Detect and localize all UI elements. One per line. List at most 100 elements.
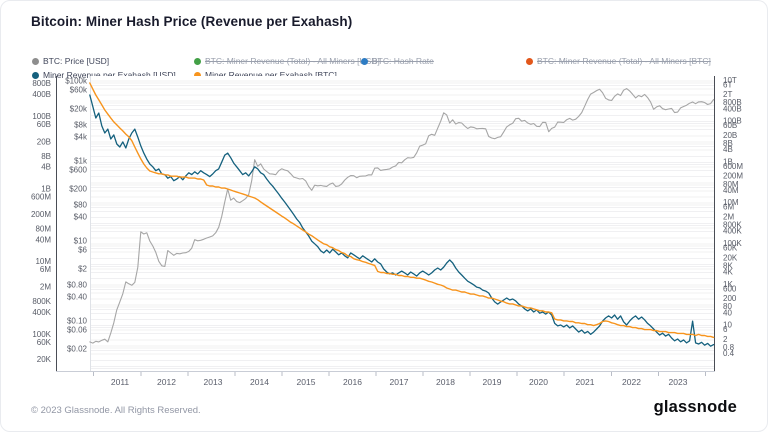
y-tick-label: 2 <box>723 335 728 344</box>
x-tick-label: 2018 <box>436 377 455 387</box>
legend-label: Miner Revenue per Exahash [BTC] <box>205 70 337 80</box>
legend-label: Miner Revenue per Exahash [USD] <box>43 70 176 80</box>
x-axis: 2011 2012 2013 2014 2015 2016 2017 2018 2019 2020… <box>93 372 706 387</box>
legend-dot-icon <box>526 57 533 65</box>
y-tick-label: 2M <box>723 212 734 221</box>
x-tick-label: 2017 <box>390 377 409 387</box>
x-tick-label: 2015 <box>297 377 316 387</box>
y-tick-label: $0.06 <box>67 325 88 334</box>
y-tick-label: 800B <box>723 98 742 107</box>
legend-item-miner-revenue-per-exahash-usd[interactable]: Miner Revenue per Exahash [USD] <box>32 69 176 81</box>
y-tick-label: $200 <box>69 184 87 193</box>
series-line-left_inner <box>89 88 715 344</box>
y-tick-label: 60K <box>723 244 738 253</box>
legend-label: BTC: Hash Rate <box>372 56 434 66</box>
y-tick-label: 60K <box>37 338 52 347</box>
y-tick-label: 20B <box>37 137 51 146</box>
legend-item-miner-revenue-per-exahash-btc[interactable]: Miner Revenue per Exahash [BTC] <box>194 69 337 81</box>
y-tick-label: 4K <box>723 268 733 277</box>
y-tick-label: 400K <box>723 227 742 236</box>
x-tick-label: 2021 <box>576 377 595 387</box>
y-tick-label: 600M <box>723 162 743 171</box>
legend-dot-icon <box>361 57 368 65</box>
y-tick-label: 60B <box>37 120 51 129</box>
y-tick-label: $1k <box>74 157 88 166</box>
y-tick-label: 2M <box>40 283 51 292</box>
y-tick-label: 6 <box>723 325 728 334</box>
left-inner-axis-labels: $100k$60k$20k$8k$4k$1k$600$200$80$40$10$… <box>65 77 88 354</box>
y-tick-label: 1B <box>41 185 51 194</box>
y-tick-label: 100K <box>723 239 742 248</box>
y-tick-label: 8B <box>723 139 733 148</box>
y-tick-label: $4k <box>74 132 88 141</box>
legend-item-btc-miner-revenue-total-all-miners-usd[interactable]: BTC: Miner Revenue (Total) - All Miners … <box>194 55 380 67</box>
y-tick-label: 10M <box>723 198 739 207</box>
y-tick-label: 80 <box>723 302 732 311</box>
chart-title: Bitcoin: Miner Hash Price (Revenue per E… <box>31 14 353 29</box>
y-tick-label: $2 <box>78 264 87 273</box>
y-tick-label: $80 <box>74 200 88 209</box>
y-tick-label: 1K <box>723 280 733 289</box>
y-tick-label: 200M <box>31 210 51 219</box>
y-tick-label: $0.02 <box>67 344 88 353</box>
y-tick-label: 200M <box>723 172 743 181</box>
axis-lines <box>56 76 715 372</box>
y-tick-label: 40 <box>723 308 732 317</box>
y-tick-label: 100B <box>32 112 51 121</box>
y-tick-label: 8B <box>41 152 51 161</box>
gridlines <box>90 80 714 369</box>
x-tick-label: 2022 <box>622 377 641 387</box>
x-tick-label: 2016 <box>343 377 362 387</box>
y-tick-label: 100B <box>723 117 742 126</box>
y-tick-label: 400B <box>32 90 51 99</box>
y-tick-label: 4B <box>723 145 733 154</box>
y-tick-label: 600 <box>723 284 737 293</box>
x-tick-label: 2023 <box>669 377 688 387</box>
y-tick-label: 0.4 <box>723 349 735 358</box>
y-tick-label: $0.10 <box>67 317 88 326</box>
x-tick-label: 2019 <box>483 377 502 387</box>
legend-dot-icon <box>32 71 39 79</box>
x-tick-label: 2012 <box>157 377 176 387</box>
legend-dot-icon <box>194 71 201 79</box>
series-line-left_outer <box>89 94 715 347</box>
y-tick-label: 6T <box>723 80 732 89</box>
y-tick-label: $100k <box>65 77 88 86</box>
legend-label: BTC: Miner Revenue (Total) - All Miners … <box>537 56 711 66</box>
y-tick-label: 40M <box>35 235 51 244</box>
y-tick-label: 10 <box>723 321 732 330</box>
y-tick-label: 800K <box>32 297 51 306</box>
legend-item-btc-miner-revenue-total-all-miners-btc[interactable]: BTC: Miner Revenue (Total) - All Miners … <box>526 55 711 67</box>
y-tick-label: 10T <box>723 76 737 85</box>
legend-dot-icon <box>194 57 201 65</box>
y-tick-label: 80M <box>723 180 739 189</box>
x-tick-label: 2020 <box>529 377 548 387</box>
y-tick-label: $8k <box>74 120 88 129</box>
y-tick-label: 10M <box>35 257 51 266</box>
y-tick-label: $0.80 <box>67 280 88 289</box>
y-tick-label: 40M <box>723 186 739 195</box>
y-tick-label: $60k <box>70 85 88 94</box>
y-tick-label: 400K <box>32 308 51 317</box>
x-tick-label: 2011 <box>111 377 130 387</box>
y-tick-label: 20K <box>723 253 738 262</box>
y-tick-label: $40 <box>74 212 88 221</box>
right-axis-labels: 10T6T2T800B400B100B60B20B8B4B1B600M200M8… <box>723 76 743 358</box>
y-tick-label: 60B <box>723 121 737 130</box>
legend-item-btc-price-usd[interactable]: BTC: Price [USD] <box>32 55 109 67</box>
y-tick-label: 1B <box>723 157 733 166</box>
y-tick-label: 20K <box>37 355 52 364</box>
y-tick-label: $0.40 <box>67 292 88 301</box>
legend-label: BTC: Price [USD] <box>43 56 110 66</box>
y-tick-label: $6 <box>78 245 87 254</box>
y-tick-label: 100K <box>32 330 51 339</box>
y-tick-label: $10 <box>74 237 88 246</box>
y-tick-label: $20k <box>70 104 88 113</box>
y-tick-label: 6M <box>723 203 734 212</box>
y-tick-label: 80M <box>35 224 51 233</box>
legend-item-btc-hash-rate[interactable]: BTC: Hash Rate <box>361 55 434 67</box>
y-tick-label: 2T <box>723 90 732 99</box>
